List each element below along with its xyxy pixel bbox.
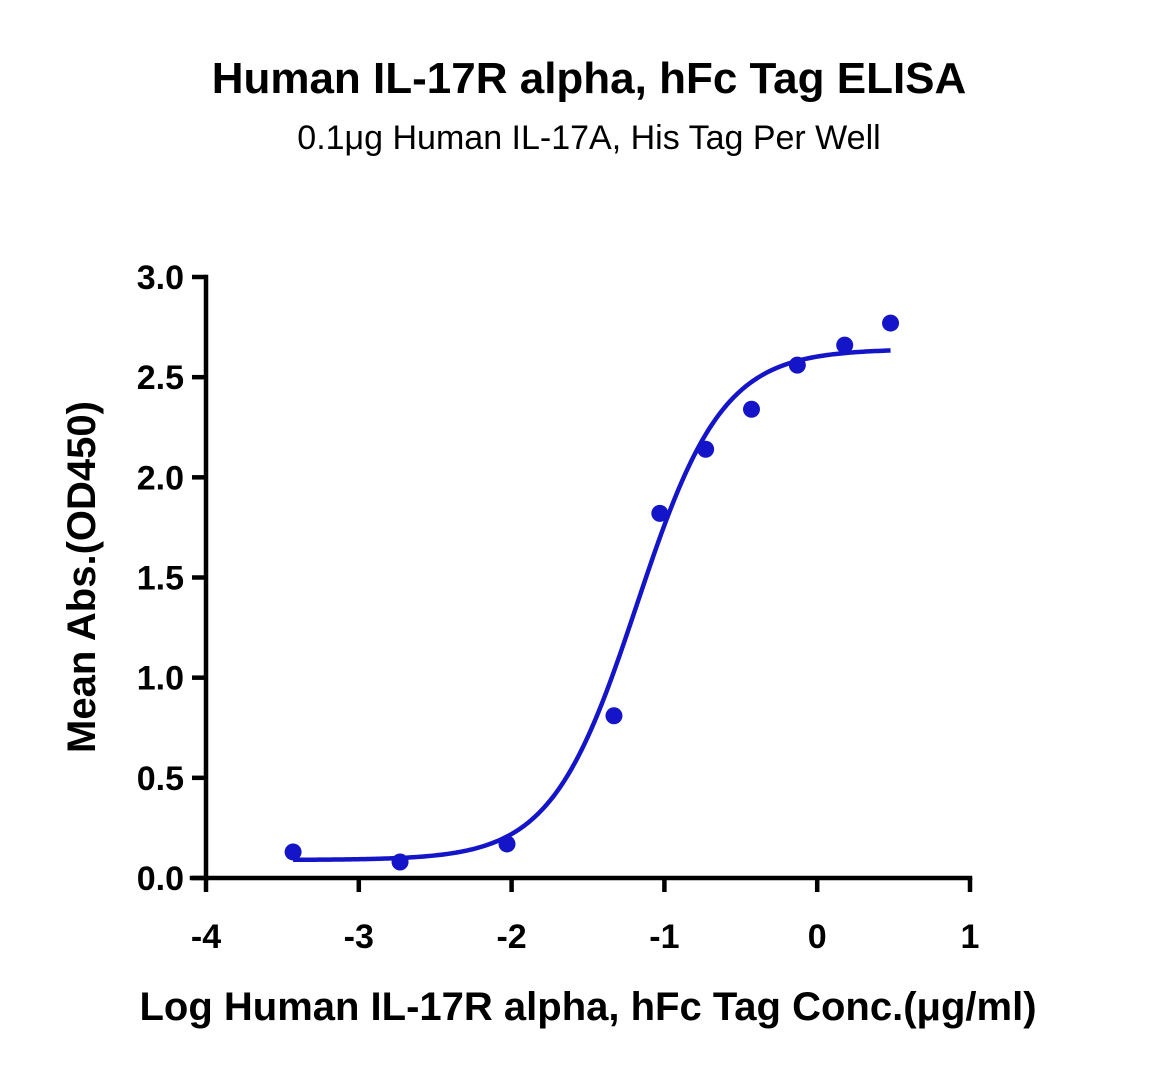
x-axis-label: Log Human IL-17R alpha, hFc Tag Conc.(μg… (139, 985, 1036, 1029)
x-tick-label: -4 (191, 918, 221, 956)
chart-title: Human IL-17R alpha, hFc Tag ELISA (212, 54, 967, 103)
x-tick-label: -2 (496, 918, 526, 956)
y-tick-label: 2.0 (137, 459, 184, 497)
data-point (836, 336, 854, 354)
data-point (284, 843, 302, 861)
y-axis-label: Mean Abs.(OD450) (60, 401, 104, 753)
x-tick-label: -1 (649, 918, 679, 956)
y-tick-label: 1.5 (137, 560, 184, 598)
y-tick-label: 0.5 (137, 760, 184, 798)
data-point (788, 356, 806, 374)
data-point (742, 400, 760, 418)
y-tick-label: 1.0 (137, 660, 184, 698)
data-point (651, 504, 669, 522)
chart-subtitle: 0.1μg Human IL-17A, His Tag Per Well (297, 119, 880, 157)
x-tick-label: 1 (961, 918, 980, 956)
y-tick-label: 0.0 (137, 860, 184, 898)
data-point (498, 835, 516, 853)
x-tick-label: 0 (808, 918, 827, 956)
plot-area: -4 -3 -2 -1 0 1 0.0 0.5 1.0 1.5 2.0 2.5 3.0 (137, 259, 980, 956)
data-point (882, 314, 900, 332)
x-tick-label: -3 (344, 918, 374, 956)
fit-curve (293, 348, 891, 863)
y-tick-label: 2.5 (137, 359, 184, 397)
data-point (391, 853, 409, 871)
y-tick-label: 3.0 (137, 259, 184, 297)
data-point (605, 707, 623, 725)
data-point (697, 440, 715, 458)
